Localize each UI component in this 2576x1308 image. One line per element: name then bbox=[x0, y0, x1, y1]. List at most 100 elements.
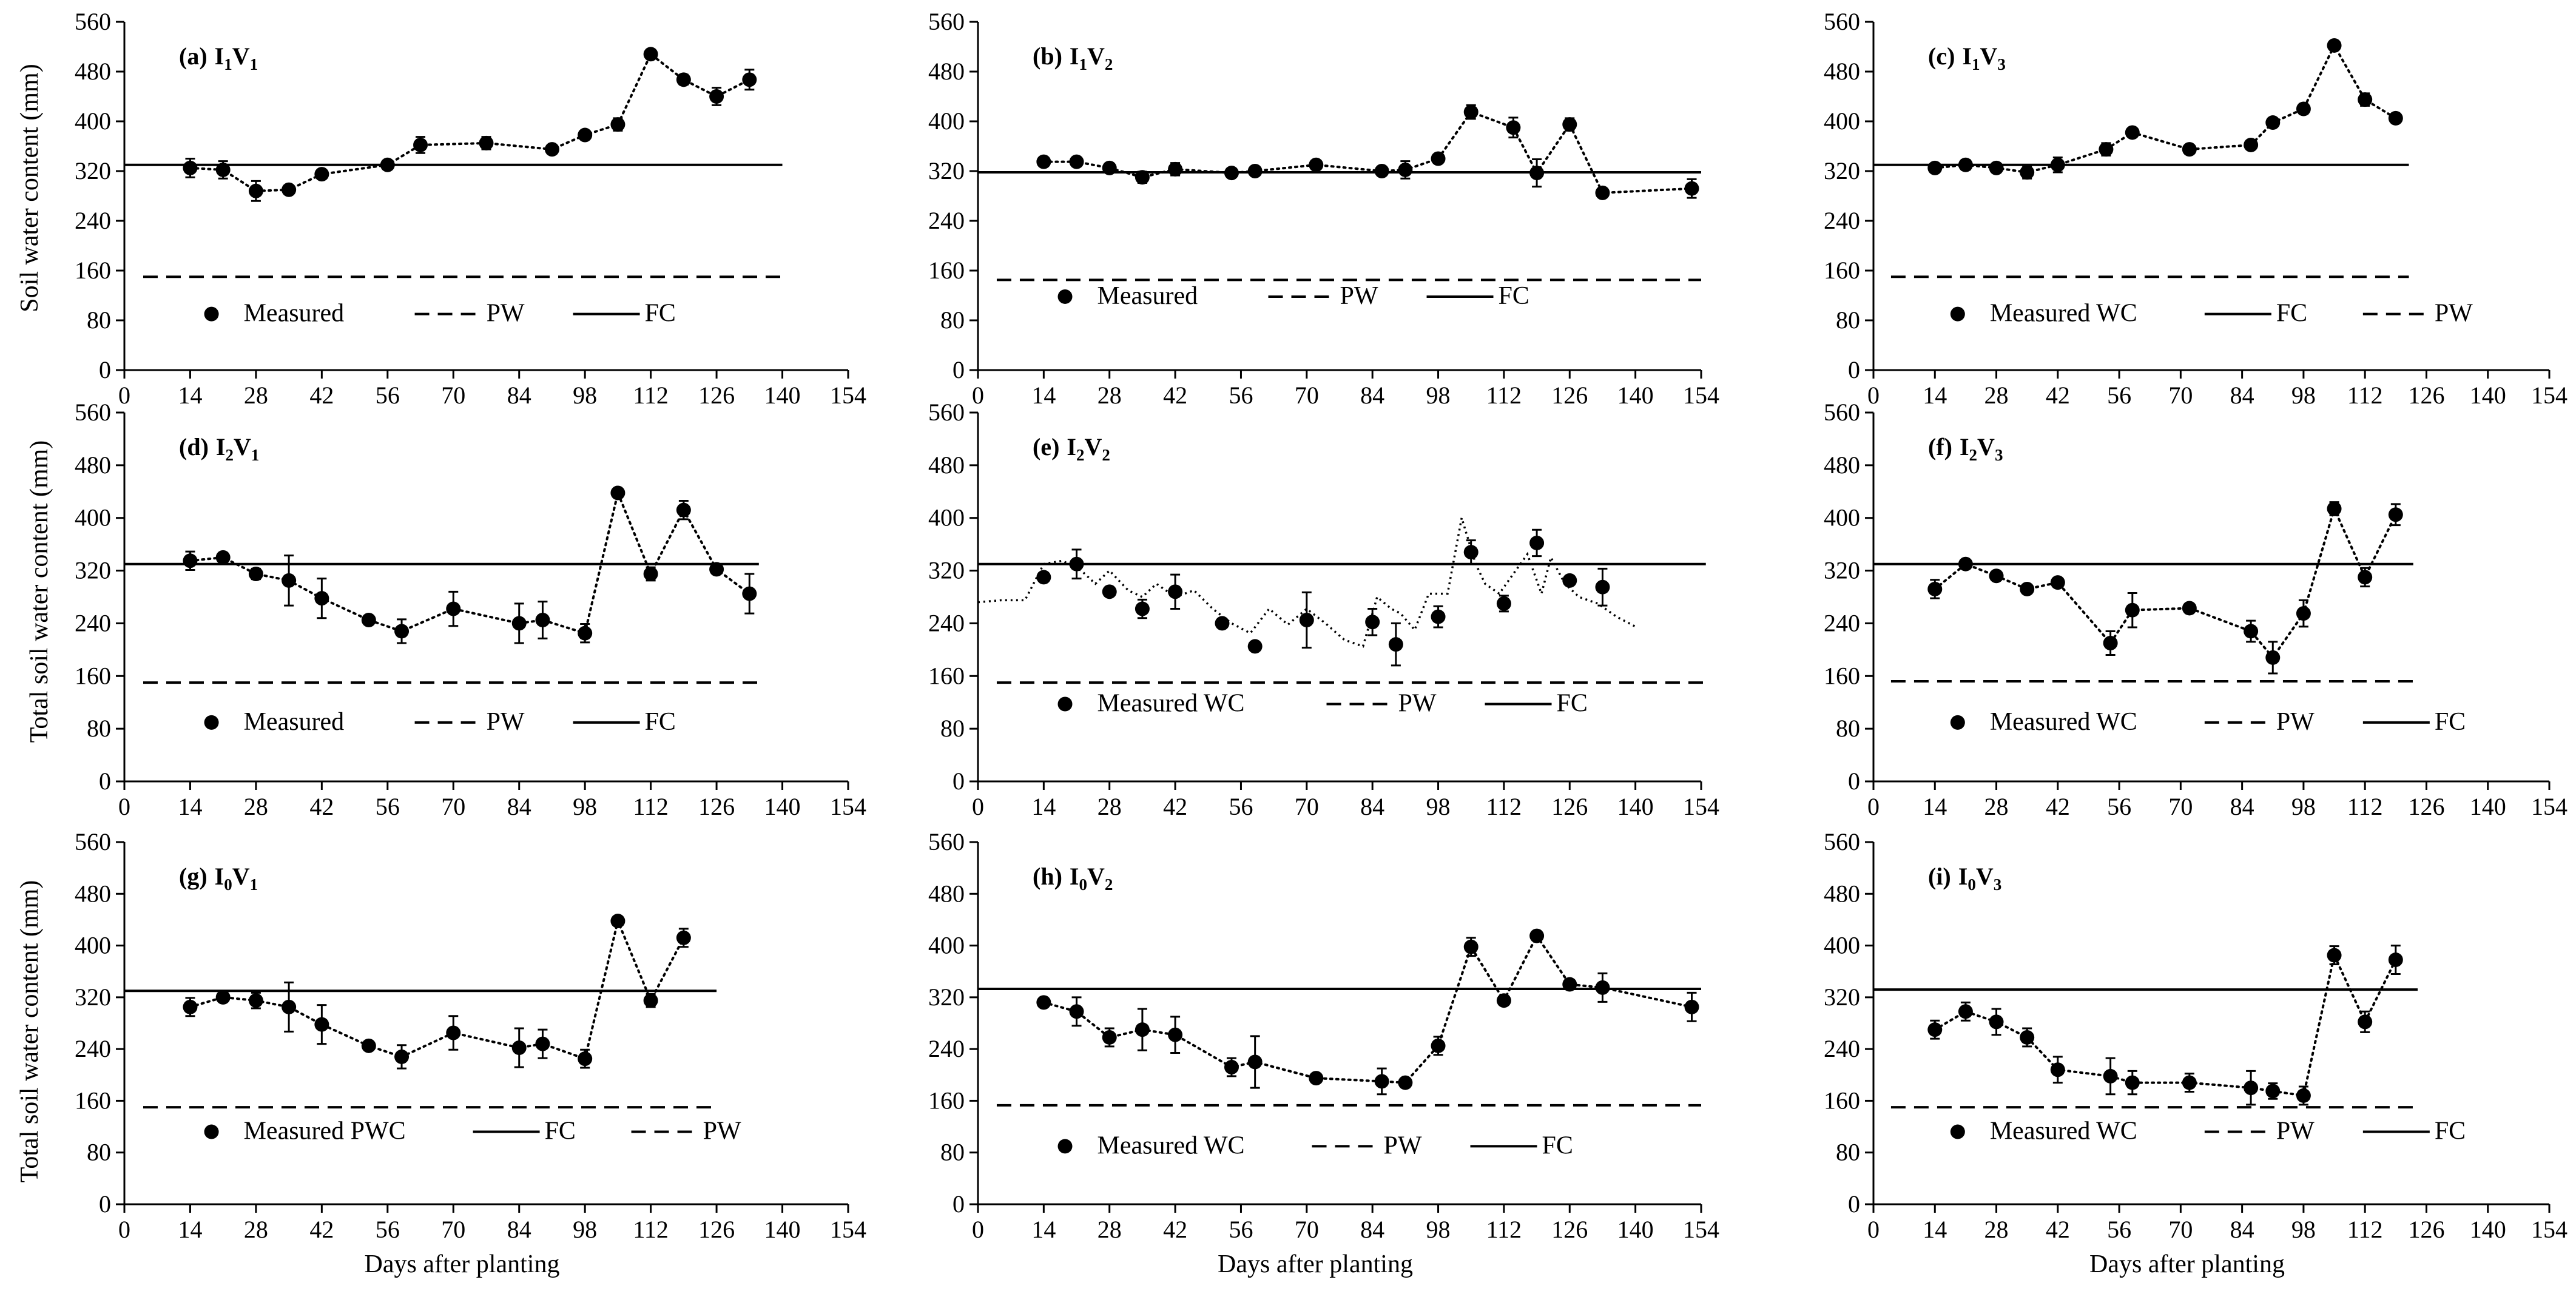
x-tick-label: 42 bbox=[1163, 1216, 1187, 1243]
measured-point bbox=[361, 1038, 376, 1053]
y-tick-label: 80 bbox=[87, 306, 111, 334]
legend-label: PW bbox=[703, 1118, 741, 1145]
measured-point bbox=[1168, 1027, 1183, 1042]
measured-point bbox=[1463, 104, 1479, 120]
measured-point bbox=[1431, 151, 1446, 166]
measured-point bbox=[578, 1051, 593, 1067]
legend: Measured PW FC bbox=[204, 708, 676, 736]
x-tick-label: 154 bbox=[1683, 793, 1719, 820]
measured-point bbox=[183, 160, 198, 175]
y-tick-label: 320 bbox=[1824, 983, 1860, 1011]
x-tick-label: 70 bbox=[441, 382, 465, 409]
measured-point bbox=[1102, 1030, 1117, 1045]
x-tick-label: 112 bbox=[2347, 1216, 2383, 1243]
x-tick-label: 98 bbox=[1426, 793, 1451, 820]
x-tick-label: 154 bbox=[2531, 793, 2568, 820]
panel-v-symbol: V bbox=[1087, 42, 1105, 70]
x-tick-label: 154 bbox=[830, 382, 866, 409]
x-tick-label: 0 bbox=[972, 1216, 984, 1243]
legend-label: PW bbox=[487, 708, 525, 736]
x-tick-label: 126 bbox=[1551, 1216, 1588, 1243]
measured-point bbox=[1398, 1075, 1413, 1090]
measured-point bbox=[1529, 535, 1545, 550]
measured-point bbox=[1958, 556, 1973, 571]
y-tick-label: 560 bbox=[928, 828, 965, 855]
y-tick-label: 240 bbox=[1824, 1035, 1860, 1062]
y-tick-label: 400 bbox=[75, 504, 111, 531]
x-tick-label: 0 bbox=[118, 1216, 130, 1243]
x-tick-label: 98 bbox=[2291, 1216, 2316, 1243]
legend-label: FC bbox=[2435, 1118, 2466, 1145]
y-tick-label: 320 bbox=[928, 983, 965, 1011]
measured-point bbox=[2265, 115, 2281, 130]
x-tick-label: 14 bbox=[178, 1216, 202, 1243]
legend-label: Measured bbox=[244, 300, 345, 328]
x-tick-label: 0 bbox=[118, 382, 130, 409]
panel-i-symbol: I bbox=[1958, 863, 1968, 890]
measured-point bbox=[1135, 601, 1150, 616]
panel-letter: (g) bbox=[179, 863, 207, 890]
measured-point bbox=[2125, 1075, 2140, 1090]
y-tick-label: 240 bbox=[75, 207, 111, 234]
y-tick-label: 80 bbox=[1836, 715, 1860, 742]
measured-point bbox=[2296, 1088, 2311, 1103]
y-tick-label: 80 bbox=[940, 306, 965, 334]
legend-label: Measured WC bbox=[1990, 1118, 2137, 1145]
x-tick-label: 140 bbox=[1617, 382, 1654, 409]
y-tick-label: 480 bbox=[1824, 58, 1860, 85]
y-tick-label: 80 bbox=[1836, 306, 1860, 334]
y-tick-label: 320 bbox=[928, 157, 965, 184]
x-tick-label: 154 bbox=[830, 793, 866, 820]
measured-point bbox=[215, 550, 231, 565]
panel-v-subscript: 1 bbox=[250, 875, 258, 894]
legend: Measured PW FC bbox=[1057, 282, 1529, 310]
measured-point bbox=[1927, 581, 1943, 596]
legend-label: FC bbox=[1542, 1131, 1573, 1159]
legend-label: PW bbox=[1398, 689, 1437, 717]
measured-point bbox=[709, 89, 724, 104]
chart-panel-f: 0 80 160 240 320 400 480 560 0 14 28 42 56 70 84 98 112 1… bbox=[1824, 399, 2568, 820]
panel-letter: (i) bbox=[1928, 863, 1951, 890]
panel-label: (h) I0V2 bbox=[1033, 863, 1113, 894]
measured-point bbox=[1927, 160, 1943, 175]
y-tick-label: 0 bbox=[1848, 767, 1860, 795]
panel-i-symbol: I bbox=[216, 433, 226, 460]
measured-point bbox=[1036, 154, 1051, 169]
panel-i-symbol: I bbox=[215, 42, 224, 70]
x-tick-label: 70 bbox=[441, 793, 465, 820]
x-tick-label: 28 bbox=[244, 793, 268, 820]
measured-point bbox=[1309, 157, 1324, 172]
measured-point bbox=[2020, 165, 2035, 180]
measured-point bbox=[1224, 1059, 1239, 1074]
measured-point bbox=[1496, 596, 1511, 611]
panel-v-subscript: 1 bbox=[251, 446, 260, 464]
legend-label: Measured WC bbox=[1097, 689, 1245, 717]
measured-point bbox=[511, 1040, 527, 1056]
y-tick-label: 0 bbox=[953, 356, 965, 383]
panel-label: (i) I0V3 bbox=[1928, 863, 2001, 894]
panel-i-subscript: 2 bbox=[225, 446, 234, 464]
panel-v-subscript: 2 bbox=[1105, 875, 1113, 894]
y-tick-label: 240 bbox=[928, 609, 965, 636]
y-tick-label: 240 bbox=[928, 207, 965, 234]
x-tick-label: 70 bbox=[1295, 382, 1319, 409]
legend: Measured PW FC bbox=[204, 300, 676, 328]
chart-panel-c: 0 80 160 240 320 400 480 560 0 14 28 42 56 70 84 98 112 1… bbox=[1824, 8, 2568, 409]
panel-i-symbol: I bbox=[1960, 433, 1969, 460]
measured-point bbox=[643, 47, 658, 62]
y-tick-label: 320 bbox=[1824, 157, 1860, 184]
y-tick-label: 480 bbox=[928, 451, 965, 479]
x-tick-label: 70 bbox=[1295, 793, 1319, 820]
x-tick-label: 126 bbox=[698, 793, 735, 820]
y-axis-title-row2: Total soil water content (mm) bbox=[25, 440, 53, 743]
x-tick-label: 28 bbox=[1097, 1216, 1122, 1243]
y-tick-label: 80 bbox=[87, 715, 111, 742]
x-tick-label: 42 bbox=[309, 382, 334, 409]
panel-label: (g) I0V1 bbox=[179, 863, 258, 894]
measured-point bbox=[215, 989, 231, 1005]
panel-i-subscript: 1 bbox=[1079, 55, 1087, 73]
y-tick-label: 480 bbox=[75, 451, 111, 479]
measured-point bbox=[578, 625, 593, 641]
x-tick-label: 84 bbox=[1360, 382, 1384, 409]
x-tick-label: 28 bbox=[1097, 382, 1122, 409]
